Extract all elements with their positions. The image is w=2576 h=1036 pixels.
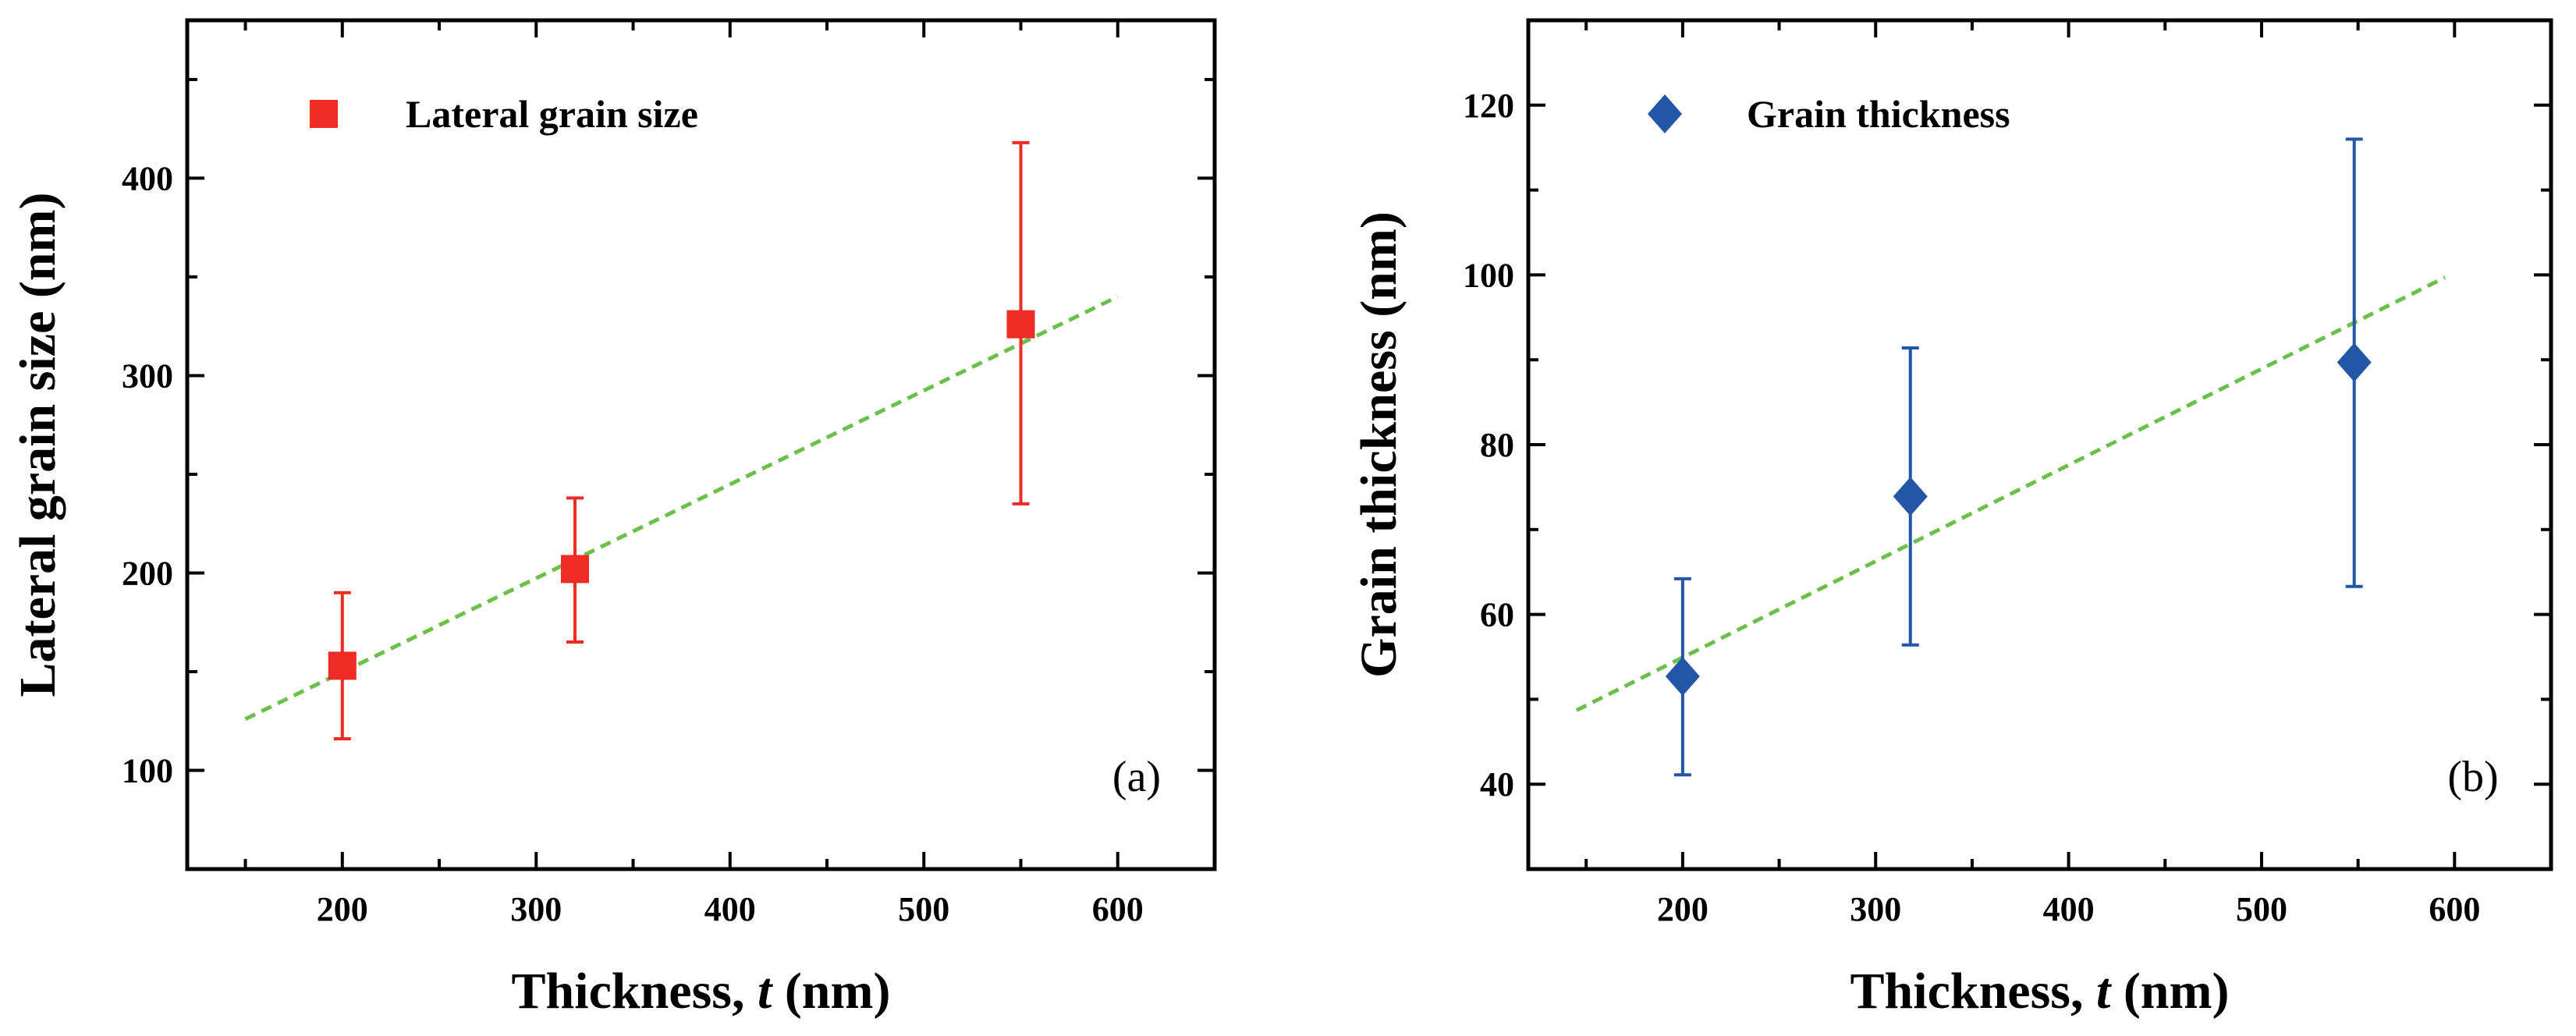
- panel-label: (b): [2447, 753, 2498, 801]
- legend-marker: [310, 100, 338, 128]
- plot-frame: [185, 18, 1217, 871]
- y-tick-label: 400: [122, 159, 173, 197]
- y-tick-label: 100: [122, 751, 173, 789]
- data-point: [1893, 477, 1928, 516]
- data-point: [560, 555, 589, 584]
- fit-line: [1575, 275, 2446, 712]
- x-tick-label: 500: [898, 890, 949, 928]
- data-point: [1665, 657, 1700, 697]
- x-tick-label: 300: [1850, 890, 1901, 928]
- x-axis-title-var: t: [758, 963, 773, 1020]
- x-axis-title-unit: (nm): [772, 963, 890, 1020]
- data-point: [328, 651, 357, 680]
- data-point: [2336, 342, 2372, 382]
- x-tick-label: 400: [704, 890, 756, 928]
- y-axis-title: Grain thickness (nm): [1350, 211, 1407, 678]
- y-tick-label: 120: [1463, 87, 1514, 125]
- x-tick-label: 600: [1092, 890, 1144, 928]
- panel-label: (a): [1112, 753, 1161, 801]
- x-tick-label: 200: [1657, 890, 1708, 928]
- y-tick-label: 100: [1463, 256, 1514, 294]
- x-tick-label: 300: [510, 890, 562, 928]
- legend-label: Grain thickness: [1747, 92, 2010, 136]
- x-axis-title-main: Thickness,: [1850, 963, 2096, 1020]
- fit-line: [244, 294, 1119, 721]
- y-tick-label: 200: [122, 554, 173, 592]
- y-axis-title: Lateral grain size (nm): [9, 192, 66, 697]
- y-tick-label: 40: [1480, 765, 1514, 804]
- legend-marker: [1648, 94, 1682, 133]
- y-tick-label: 80: [1480, 426, 1514, 464]
- x-tick-label: 500: [2236, 890, 2287, 928]
- chart-b: 200 300 400 500 600 40 60 80 100 120 Grain thickne…: [1350, 18, 2553, 1020]
- x-axis-title-unit: (nm): [2110, 963, 2229, 1020]
- x-tick-label: 400: [2043, 890, 2095, 928]
- legend-label: Lateral grain size: [406, 92, 698, 136]
- data-point: [1006, 310, 1035, 339]
- x-axis-title-main: Thickness,: [512, 963, 758, 1020]
- x-tick-label: 200: [317, 890, 368, 928]
- x-axis-title: Thickness, t (nm): [512, 963, 891, 1020]
- x-tick-label: 600: [2429, 890, 2480, 928]
- y-tick-label: 60: [1480, 596, 1514, 634]
- y-tick-label: 300: [122, 357, 173, 395]
- chart-a: 200 300 400 500 600 100 200 300 400 Lateral grain…: [9, 18, 1217, 1020]
- x-axis-title-var: t: [2096, 963, 2112, 1020]
- x-axis-title: Thickness, t (nm): [1850, 963, 2230, 1020]
